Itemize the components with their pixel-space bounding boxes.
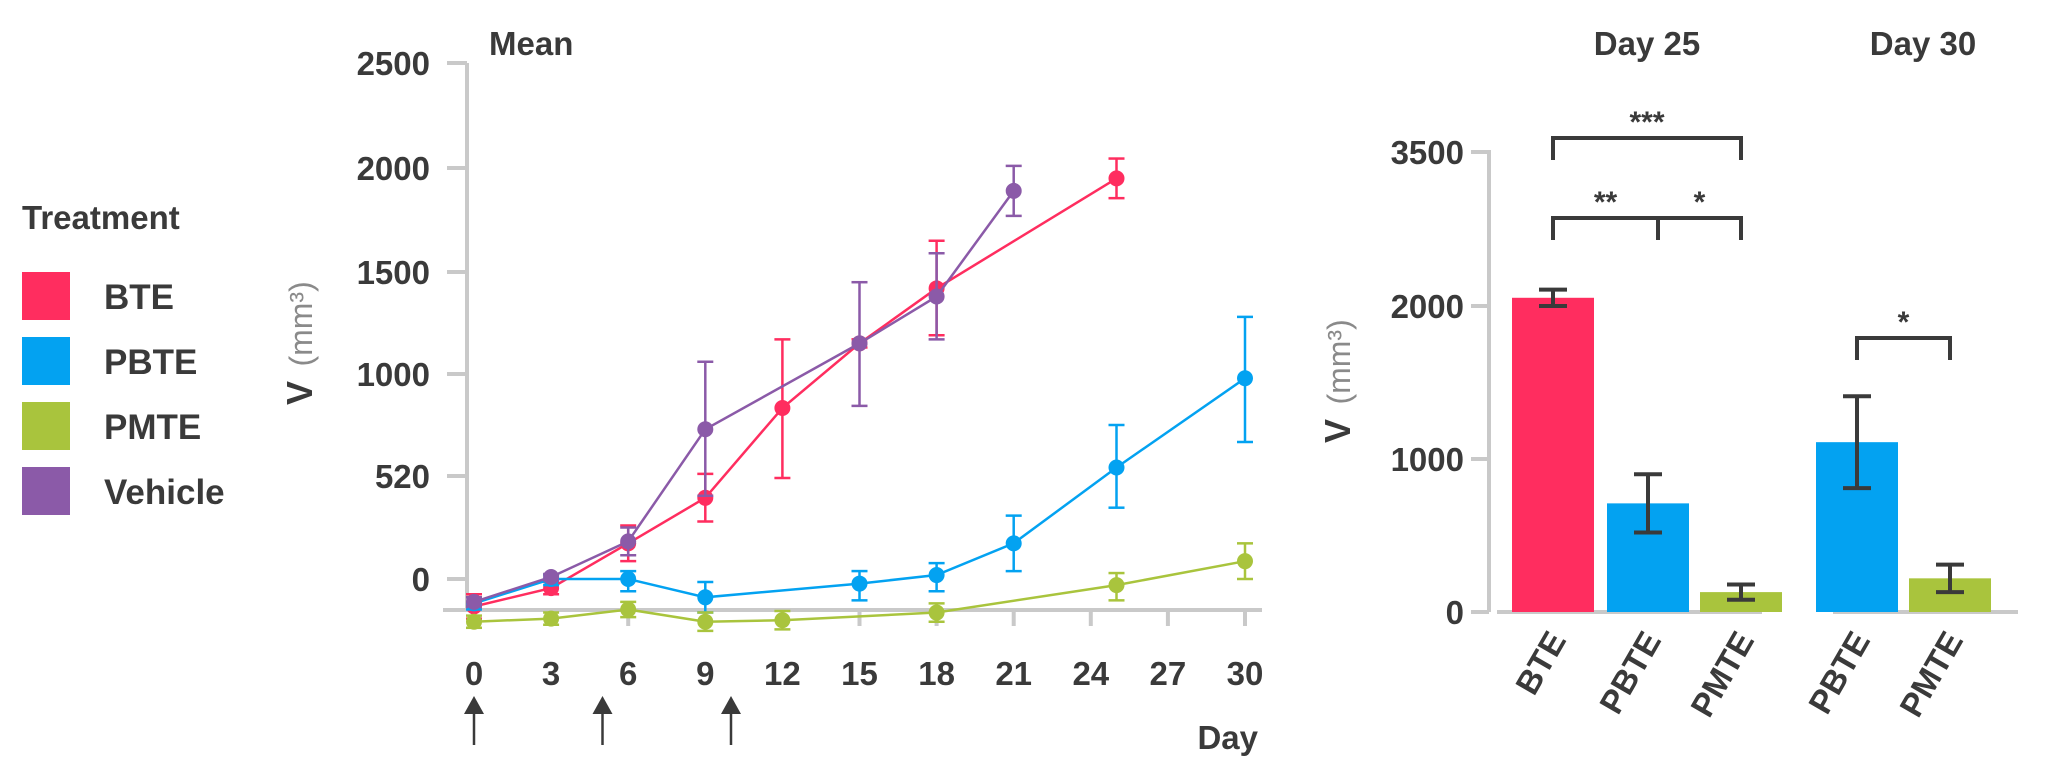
- treatment-arrow: [721, 696, 741, 745]
- x-tick-label: 3: [542, 655, 560, 692]
- data-point-pmte: [543, 610, 560, 627]
- series-line-pmte: [473, 559, 1246, 623]
- series-line-pbte: [473, 377, 1246, 605]
- x-tick-label: 0: [465, 655, 483, 692]
- legend-title: Treatment: [22, 199, 180, 236]
- data-point-pbte: [928, 567, 945, 584]
- data-point-vehicle: [620, 533, 637, 550]
- treatment-arrow: [592, 696, 613, 745]
- significance-bracket: *: [1855, 306, 1952, 360]
- data-point-pmte: [697, 613, 714, 630]
- day30-category-label: PBTE: [1801, 625, 1877, 720]
- svg-text:V (mm³): V (mm³): [1317, 319, 1358, 443]
- data-point-pbte: [1237, 370, 1253, 387]
- legend-swatch-pbte: [22, 337, 70, 385]
- data-point-pmte: [928, 604, 945, 621]
- data-point-pbte: [851, 575, 868, 592]
- significance-label: *: [1898, 306, 1910, 339]
- data-point-pmte: [466, 613, 482, 630]
- y-tick-label: 520: [375, 458, 430, 495]
- bar-y-label-unit: (mm³): [1321, 319, 1357, 404]
- data-point-vehicle: [543, 569, 560, 586]
- data-point-pmte: [1237, 553, 1253, 570]
- significance-bracket: *: [1656, 186, 1743, 240]
- data-point-pbte: [1005, 535, 1022, 552]
- x-tick-label: 24: [1072, 655, 1109, 692]
- legend-label-bte: BTE: [104, 278, 174, 317]
- y-tick-label: 2000: [357, 150, 430, 187]
- legend-label-pbte: PBTE: [104, 343, 197, 382]
- legend-swatch-pmte: [22, 402, 70, 450]
- y-tick-label: 1000: [357, 356, 430, 393]
- x-tick-label: 27: [1150, 655, 1187, 692]
- significance-label: **: [1594, 186, 1618, 219]
- data-point-vehicle: [466, 593, 482, 610]
- series-line-bte: [473, 177, 1118, 608]
- day25-category-label: BTE: [1508, 625, 1573, 701]
- data-point-vehicle: [697, 421, 714, 438]
- significance-bracket: ***: [1551, 106, 1743, 160]
- y-label-unit: (mm³): [283, 281, 319, 366]
- data-point-vehicle: [851, 335, 868, 352]
- day25-bar-pmte: [1700, 592, 1782, 612]
- data-point-pmte: [620, 601, 637, 618]
- significance-label: ***: [1629, 106, 1664, 139]
- bar-y-tick-label: 3500: [1391, 134, 1464, 171]
- significance-bracket: **: [1551, 186, 1660, 240]
- y-tick-label: 0: [412, 561, 430, 598]
- data-point-pbte: [1108, 459, 1125, 476]
- x-axis-label: Day: [1197, 719, 1258, 756]
- x-tick-label: 15: [841, 655, 878, 692]
- series-bte: [466, 157, 1125, 620]
- bar-chart-y-label: V (mm³): [1317, 319, 1358, 443]
- line-chart: Mean V (mm³) 0 520 1000 1500 2000 2500 0 3 6 9 12…: [279, 25, 1263, 756]
- day25-title: Day 25: [1594, 25, 1700, 62]
- day25-category-label: PMTE: [1683, 625, 1761, 723]
- x-tick-label: 12: [764, 655, 801, 692]
- day30-title: Day 30: [1870, 25, 1976, 62]
- data-point-bte: [1108, 170, 1125, 187]
- bar-y-tick-label: 2000: [1391, 288, 1464, 325]
- data-point-bte: [697, 489, 714, 506]
- data-point-vehicle: [1005, 182, 1022, 199]
- day25-bar-bte: [1512, 297, 1594, 612]
- y-tick-label: 2500: [357, 45, 430, 82]
- treatment-arrow: [464, 696, 484, 745]
- day25-category-label: PBTE: [1592, 625, 1668, 720]
- y-tick-label: 1500: [357, 254, 430, 291]
- data-point-bte: [774, 400, 791, 416]
- x-tick-label: 18: [918, 655, 955, 692]
- x-tick-label: 6: [619, 655, 637, 692]
- bar-y-tick-label: 1000: [1391, 441, 1464, 478]
- significance-label: *: [1694, 186, 1706, 219]
- series-vehicle: [466, 164, 1022, 610]
- series-pmte: [466, 542, 1253, 633]
- y-label-v: V: [279, 381, 320, 405]
- x-tick-label: 30: [1227, 655, 1264, 692]
- bar-y-label-v: V: [1317, 419, 1358, 443]
- data-point-pmte: [1108, 577, 1125, 594]
- data-point-pbte: [620, 571, 637, 587]
- legend: Treatment BTE PBTE PMTE Vehicle: [22, 199, 225, 515]
- data-point-pmte: [774, 612, 791, 629]
- data-point-pbte: [697, 589, 714, 606]
- x-tick-label: 21: [995, 655, 1032, 692]
- line-chart-title: Mean: [489, 25, 573, 62]
- legend-swatch-vehicle: [22, 467, 70, 515]
- legend-label-pmte: PMTE: [104, 408, 201, 447]
- data-point-vehicle: [928, 288, 945, 305]
- day30-category-label: PMTE: [1892, 625, 1970, 723]
- bar-y-tick-label: 0: [1446, 594, 1464, 631]
- x-tick-label: 9: [696, 655, 714, 692]
- svg-text:V (mm³): V (mm³): [279, 281, 320, 405]
- legend-label-vehicle: Vehicle: [104, 473, 225, 512]
- legend-swatch-bte: [22, 272, 70, 320]
- bar-chart: Day 25 Day 30 V (mm³) 0 1000 2000 3500 BTE P…: [1317, 25, 2018, 723]
- line-chart-y-label: V (mm³): [279, 281, 320, 405]
